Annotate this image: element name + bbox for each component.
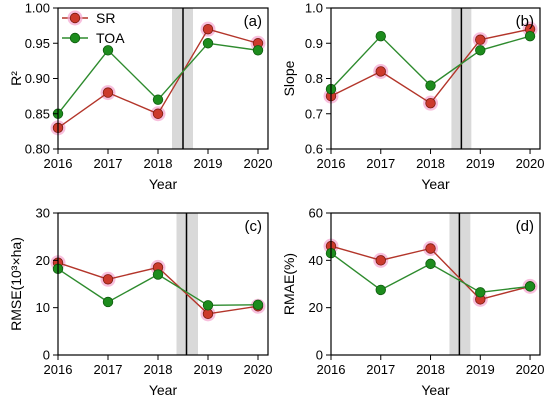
legend: SR TOA [62,10,125,46]
sr-data-point [425,97,436,109]
x-tick-label: 2020 [516,156,545,171]
x-tick-label: 2016 [317,156,346,171]
y-tick-label: 60 [309,206,323,221]
panel-b: 2016 2017 2018 2019 2020 0.6 0.7 0.8 0.9 1.0 Year S… [281,1,545,193]
sr-series-line [330,28,531,104]
plot-frame [57,212,269,356]
x-tick-label: 2018 [144,362,173,377]
x-tick-label: 2017 [94,156,123,171]
y-axis-title: RMAE(%) [281,253,297,315]
x-tick-label: 2018 [144,156,173,171]
x-tick-label: 2017 [366,362,395,377]
toa-data-point [102,45,114,56]
x-axis-title: Year [149,382,178,398]
panel-label: (d) [516,218,534,235]
y-axis-title: R² [8,71,24,86]
x-tick-label: 2020 [516,362,545,377]
y-tick-label: 20 [309,300,323,315]
sr-legend-marker [69,12,81,24]
toa-data-point [102,296,114,308]
y-tick-label: 0 [316,348,323,363]
plot-frame [57,7,269,150]
toa-data-point [524,281,536,292]
y-tick-label: 20 [36,253,50,268]
y-tick-label: 0.90 [25,71,50,86]
sr-legend-label: SR [96,10,115,26]
y-tick-label: 0.8 [305,71,323,86]
y-tick-label: 0.95 [25,36,50,51]
sr-data-point [152,108,164,119]
x-tick-label: 2016 [44,156,73,171]
toa-data-point [202,300,214,311]
toa-data-point [152,269,164,280]
toa-data-point [152,94,164,105]
x-tick-label: 2019 [466,362,495,377]
plot-frame [330,212,541,356]
y-tick-label: 1.0 [305,1,323,16]
toa-data-point [252,45,264,56]
sr-data-point [375,255,386,266]
toa-data-point [202,38,214,49]
y-tick-label: 40 [309,253,323,268]
toa-data-point [524,31,536,42]
toa-legend-marker [69,32,81,44]
y-axis-title: RMSE(10³×ha) [8,237,24,331]
panel-label: (b) [516,13,534,30]
panel-c: 2016 2017 2018 2019 2020 0 10 20 30 Year RMSE(10³×… [8,206,272,399]
x-tick-label: 2018 [416,362,445,377]
y-tick-label: 0.6 [305,142,323,157]
toa-data-point [475,45,486,56]
x-tick-label: 2018 [416,156,445,171]
x-tick-label: 2016 [317,362,346,377]
x-axis-title: Year [149,176,178,192]
x-tick-label: 2019 [194,156,223,171]
x-axis-title: Year [421,382,450,398]
toa-data-point [375,284,386,296]
y-tick-label: 10 [36,300,50,315]
x-tick-label: 2017 [366,156,395,171]
sr-data-point [102,87,114,98]
sr-data-point [102,274,114,285]
y-tick-label: 0.85 [25,106,50,121]
sr-data-point [475,34,486,45]
sr-data-point [202,23,214,35]
toa-data-point [375,31,386,42]
x-tick-label: 2016 [44,362,73,377]
toa-data-point [425,80,436,91]
toa-data-point [425,258,436,270]
sr-data-point [375,66,386,77]
x-tick-label: 2019 [194,362,223,377]
toa-data-point [252,299,264,311]
x-tick-label: 2019 [466,156,495,171]
panel-label: (a) [244,13,262,30]
toa-data-point [475,287,486,298]
x-tick-label: 2020 [244,156,273,171]
y-tick-label: 0.9 [305,36,323,51]
y-axis-title: Slope [281,60,297,96]
y-tick-label: 0 [43,348,50,363]
panel-d: 2016 2017 2018 2019 2020 0 20 40 60 Year RMAE(%) (d… [281,206,545,399]
x-tick-label: 2020 [244,362,273,377]
y-tick-label: 0.80 [25,142,50,157]
y-tick-label: 30 [36,206,50,221]
sr-data-point [425,243,436,254]
panel-label: (c) [245,218,263,235]
x-axis-title: Year [421,176,450,192]
y-tick-label: 1.00 [25,1,50,16]
toa-legend-label: TOA [96,30,125,46]
panel-a: 2016 2017 2018 2019 2020 0.80 0.85 0.90 0.95 1.00… [8,1,272,193]
plot-frame [330,7,541,150]
y-tick-label: 0.7 [305,106,323,121]
x-tick-label: 2017 [94,362,123,377]
